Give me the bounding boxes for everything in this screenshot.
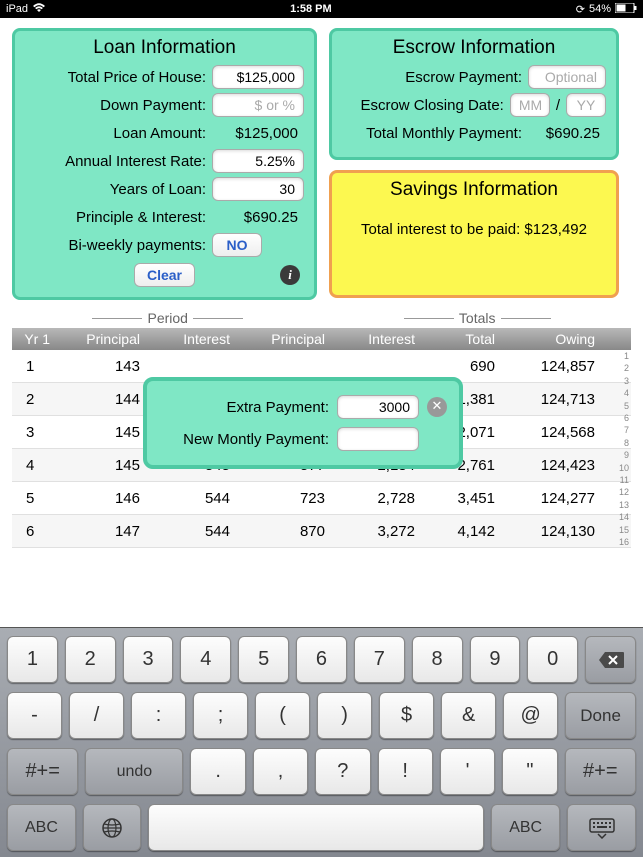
escrow-yy-input[interactable] xyxy=(566,93,606,117)
abc-key[interactable]: ABC xyxy=(491,804,560,851)
total-monthly-value: $690.25 xyxy=(528,125,606,142)
key[interactable]: : xyxy=(131,692,186,739)
savings-card: Savings Information Total interest to be… xyxy=(329,170,619,298)
key[interactable]: . xyxy=(190,748,245,795)
biweekly-label: Bi-weekly payments: xyxy=(68,237,206,254)
new-monthly-label: New Montly Payment: xyxy=(183,431,329,448)
down-input[interactable] xyxy=(212,93,304,117)
key[interactable]: 4 xyxy=(180,636,231,683)
date-slash: / xyxy=(556,97,560,114)
savings-text: Total interest to be paid: $123,492 xyxy=(342,221,606,238)
key[interactable]: / xyxy=(69,692,124,739)
device-label: iPad xyxy=(6,3,28,15)
savings-title: Savings Information xyxy=(342,179,606,201)
key[interactable]: 8 xyxy=(412,636,463,683)
key[interactable]: , xyxy=(253,748,308,795)
key[interactable]: #+= xyxy=(565,748,636,795)
loan-title: Loan Information xyxy=(25,37,304,59)
escrow-payment-input[interactable] xyxy=(528,65,606,89)
group-period: Period xyxy=(107,310,227,326)
globe-key[interactable] xyxy=(83,804,141,851)
rate-input[interactable] xyxy=(212,149,304,173)
amount-value: $125,000 xyxy=(212,125,304,142)
key[interactable]: & xyxy=(441,692,496,739)
key[interactable]: ( xyxy=(255,692,310,739)
key[interactable]: #+= xyxy=(7,748,78,795)
years-label: Years of Loan: xyxy=(110,181,206,198)
clear-button[interactable]: Clear xyxy=(134,263,195,287)
total-monthly-label: Total Monthly Payment: xyxy=(366,125,522,142)
hide-keyboard-key[interactable] xyxy=(567,804,636,851)
key[interactable]: 6 xyxy=(296,636,347,683)
key[interactable]: 7 xyxy=(354,636,405,683)
amount-label: Loan Amount: xyxy=(113,125,206,142)
clear-input-icon[interactable]: ✕ xyxy=(427,397,447,417)
status-time: 1:58 PM xyxy=(290,3,332,15)
key[interactable]: ) xyxy=(317,692,372,739)
status-bar: iPad 1:58 PM ⟳ 54% xyxy=(0,0,643,18)
table-header: Yr 1 Principal Interest Principal Intere… xyxy=(12,328,631,350)
space-key[interactable] xyxy=(148,804,485,851)
key[interactable]: ; xyxy=(193,692,248,739)
key[interactable]: @ xyxy=(503,692,558,739)
key[interactable]: ? xyxy=(315,748,370,795)
key[interactable]: " xyxy=(502,748,557,795)
escrow-card: Escrow Information Escrow Payment: Escro… xyxy=(329,28,619,160)
key[interactable]: 0 xyxy=(527,636,578,683)
key[interactable]: - xyxy=(7,692,62,739)
pi-value: $690.25 xyxy=(212,209,304,226)
escrow-mm-input[interactable] xyxy=(510,93,550,117)
pi-label: Principle & Interest: xyxy=(76,209,206,226)
price-label: Total Price of House: xyxy=(68,69,206,86)
years-input[interactable] xyxy=(212,177,304,201)
keyboard: 1234567890 -/:;()$&@Done #+=undo.,?!'"#+… xyxy=(0,627,643,857)
group-totals: Totals xyxy=(419,310,536,326)
key[interactable]: 2 xyxy=(65,636,116,683)
loan-card: Loan Information Total Price of House: D… xyxy=(12,28,317,300)
rate-label: Annual Interest Rate: xyxy=(65,153,206,170)
done-key[interactable]: Done xyxy=(565,692,636,739)
extra-payment-label: Extra Payment: xyxy=(226,399,329,416)
table-row[interactable]: 5 146544 7232,728 3,451124,277 xyxy=(12,482,631,515)
table-row[interactable]: 6 147544 8703,272 4,142124,130 xyxy=(12,515,631,548)
key[interactable]: ! xyxy=(378,748,433,795)
key[interactable]: 3 xyxy=(123,636,174,683)
key[interactable]: ' xyxy=(440,748,495,795)
new-monthly-input[interactable] xyxy=(337,427,419,451)
price-input[interactable] xyxy=(212,65,304,89)
extra-payment-input[interactable] xyxy=(337,395,419,419)
index-bar[interactable]: 12345678910111213141516 xyxy=(619,350,629,549)
escrow-payment-label: Escrow Payment: xyxy=(405,69,522,86)
undo-key[interactable]: undo xyxy=(85,748,183,795)
key[interactable]: 9 xyxy=(470,636,521,683)
biweekly-toggle[interactable]: NO xyxy=(212,233,262,257)
rotation-lock-icon: ⟳ xyxy=(576,3,585,16)
escrow-title: Escrow Information xyxy=(342,37,606,59)
key[interactable]: $ xyxy=(379,692,434,739)
key[interactable]: 1 xyxy=(7,636,58,683)
wifi-icon xyxy=(32,3,46,16)
backspace-key[interactable] xyxy=(585,636,636,683)
battery-icon xyxy=(615,3,637,16)
abc-key[interactable]: ABC xyxy=(7,804,76,851)
info-icon[interactable]: i xyxy=(280,265,300,285)
down-label: Down Payment: xyxy=(100,97,206,114)
key[interactable]: 5 xyxy=(238,636,289,683)
escrow-closing-label: Escrow Closing Date: xyxy=(360,97,503,114)
extra-payment-popup: Extra Payment: ✕ New Montly Payment: xyxy=(143,377,463,469)
battery-label: 54% xyxy=(589,3,611,15)
